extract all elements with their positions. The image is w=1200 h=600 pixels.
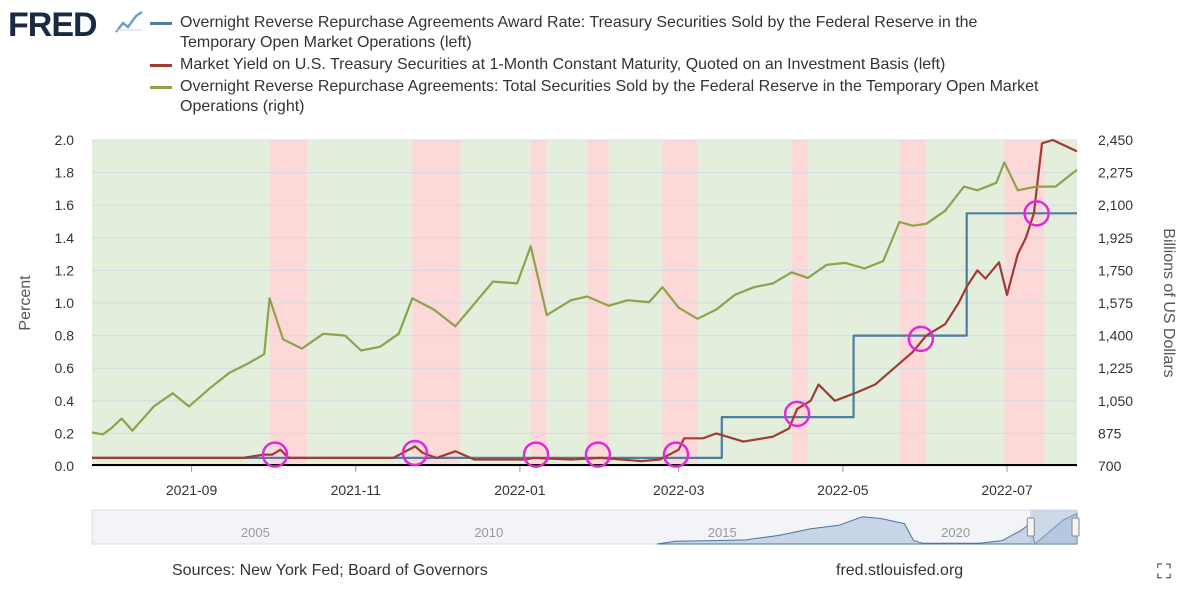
navigator-tick-label: 2020 <box>941 525 970 540</box>
chart: 0.0 0.2 0.4 0.6 0.8 1.0 1.2 1.4 1.6 1.8 2.0 700 875 1… <box>17 132 1177 545</box>
y-left-tick-label: 0.2 <box>55 425 75 441</box>
legend-item[interactable]: Overnight Reverse Repurchase Agreements … <box>150 13 1050 53</box>
series-line <box>91 161 1078 436</box>
legend-swatch <box>150 22 172 25</box>
y-left-tick-label: 1.2 <box>55 262 75 278</box>
source-url[interactable]: fred.stlouisfed.org <box>836 562 964 579</box>
y-left-tick-label: 0.8 <box>55 328 75 344</box>
y-right-tick-label: 875 <box>1098 425 1122 441</box>
x-tick-label: 2021-09 <box>166 482 218 498</box>
sources-note: Sources: New York Fed; Board of Governor… <box>172 562 488 579</box>
annotation-circle <box>584 441 612 468</box>
y-left-tick-label: 0.4 <box>55 393 75 409</box>
annotation-circle <box>907 325 935 353</box>
y-left-tick-label: 1.4 <box>55 230 75 246</box>
y-right-tick-label: 1,400 <box>1098 328 1133 344</box>
navigator-handle <box>1026 517 1035 537</box>
y-left-tick-label: 0.0 <box>55 458 75 474</box>
y-right-tick-label: 1,225 <box>1098 360 1133 376</box>
y-left-tick-label: 2.0 <box>55 132 75 148</box>
y-left-tick-label: 1.6 <box>55 197 75 213</box>
y-right-tick-label: 1,750 <box>1098 262 1133 278</box>
series-line <box>92 138 1078 463</box>
y-right-tick-label: 2,450 <box>1098 132 1133 148</box>
y-right-tick-label: 1,575 <box>1098 295 1133 311</box>
y-right-tick-label: 1,050 <box>1098 393 1133 409</box>
legend-swatch <box>150 64 172 67</box>
legend-item[interactable]: Market Yield on U.S. Treasury Securities… <box>150 55 1050 75</box>
fred-logo[interactable]: FRED <box>8 6 98 44</box>
y-left-axis-title: Percent <box>17 275 34 331</box>
x-tick-label: 2021-11 <box>331 482 382 498</box>
expand-icon[interactable]: ⛶ <box>1157 561 1171 583</box>
line-chart-icon <box>114 10 144 34</box>
y-right-tick-label: 2,100 <box>1098 197 1133 213</box>
navigator-area <box>656 512 1078 545</box>
y-left-tick-label: 1.0 <box>55 295 75 311</box>
legend-label: Overnight Reverse Repurchase Agreements:… <box>180 78 1039 115</box>
y-right-tick-label: 2,275 <box>1098 165 1133 181</box>
x-tick-label: 2022-01 <box>494 482 546 498</box>
x-tick-label: 2022-07 <box>981 482 1033 498</box>
navigator-tick-label: 2010 <box>474 525 503 540</box>
y-right-tick-label: 700 <box>1098 458 1122 474</box>
x-tick-label: 2022-05 <box>817 482 869 498</box>
annotation-circle <box>1023 200 1050 227</box>
annotation-circle <box>261 441 289 468</box>
legend-item[interactable]: Overnight Reverse Repurchase Agreements:… <box>150 77 1050 117</box>
legend-label: Market Yield on U.S. Treasury Securities… <box>180 56 946 73</box>
x-tick-label: 2022-03 <box>653 482 705 498</box>
navigator-handle <box>1071 517 1080 537</box>
annotation-circle <box>522 441 550 468</box>
navigator-track <box>91 509 1078 545</box>
annotation-circle <box>783 400 811 428</box>
y-left-tick-label: 0.6 <box>55 360 75 376</box>
navigator-tick-label: 2015 <box>708 525 737 540</box>
y-left-tick-label: 1.8 <box>55 165 75 181</box>
legend-swatch <box>150 86 172 89</box>
chart-legend: Overnight Reverse Repurchase Agreements … <box>150 13 1050 119</box>
y-right-axis-title: Billions of US Dollars <box>1160 228 1177 377</box>
annotation-circle <box>662 441 690 468</box>
annotation-circle <box>401 439 429 467</box>
legend-label: Overnight Reverse Repurchase Agreements … <box>180 14 978 51</box>
y-right-tick-label: 1,925 <box>1098 230 1133 246</box>
navigator-tick-label: 2005 <box>241 525 270 540</box>
navigator-selection <box>1030 510 1077 544</box>
